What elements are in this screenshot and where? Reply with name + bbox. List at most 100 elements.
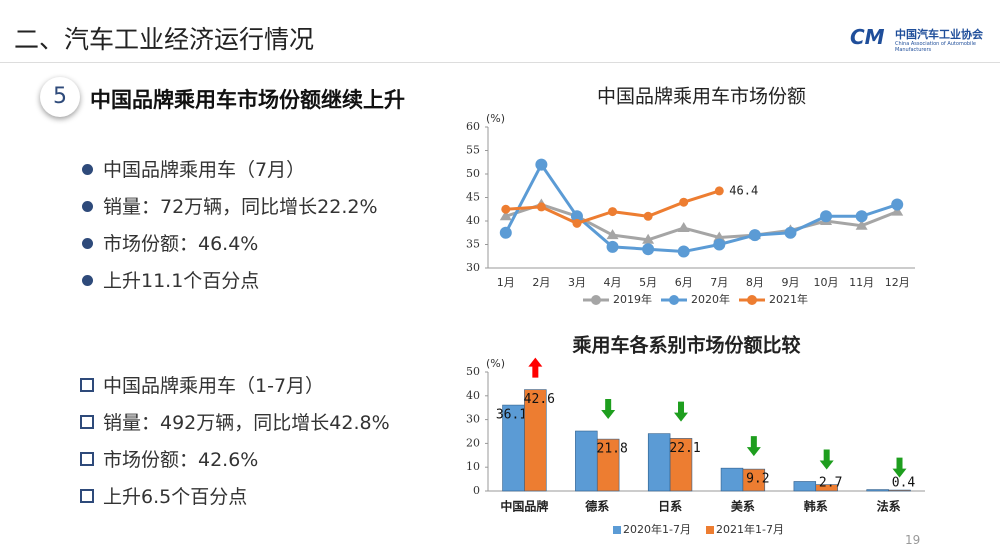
marker xyxy=(606,229,619,240)
marker xyxy=(608,207,618,217)
trend-arrow xyxy=(674,401,689,422)
marker xyxy=(820,210,833,223)
bar xyxy=(669,438,693,492)
legend-label: 2021年1-7月 xyxy=(716,522,784,536)
value-label: 2.7 xyxy=(819,476,842,491)
y-unit: (%) xyxy=(486,357,505,370)
x-tick-label: 中国品牌 xyxy=(500,499,548,514)
x-tick-label: 日系 xyxy=(658,499,682,514)
marker xyxy=(855,219,868,230)
y-unit: (%) xyxy=(486,112,505,125)
trend-arrow xyxy=(819,449,834,470)
legend-marker xyxy=(591,295,601,305)
y-tick-label: 60 xyxy=(466,120,480,133)
x-tick-label: 韩系 xyxy=(804,499,828,514)
trend-arrow xyxy=(601,399,616,420)
marker xyxy=(677,222,690,233)
section-title: 中国品牌乘用车市场份额继续上升 xyxy=(90,88,405,112)
bar xyxy=(888,489,911,492)
x-tick-label: 9月 xyxy=(781,276,799,289)
marker xyxy=(891,198,904,211)
x-tick-label: 12月 xyxy=(885,276,910,289)
value-label: 36.1 xyxy=(496,408,527,423)
marker xyxy=(536,202,546,212)
trend-arrow xyxy=(892,457,907,478)
org: 中国汽车工业协会 xyxy=(895,28,983,41)
marker xyxy=(642,243,655,256)
y-tick-label: 0 xyxy=(473,484,480,497)
bullet-square xyxy=(80,489,94,503)
page-number: 19 xyxy=(905,533,921,547)
x-tick-label: 2月 xyxy=(532,276,550,289)
x-tick-label: 8月 xyxy=(746,276,764,289)
trend-arrow xyxy=(528,357,543,378)
marker xyxy=(606,240,619,253)
marker xyxy=(642,233,655,244)
x-tick-label: 法系 xyxy=(877,499,901,514)
x-tick-label: 3月 xyxy=(568,276,586,289)
chart-title: 乘用车各系别市场份额比较 xyxy=(571,334,800,357)
bullet-text: 中国品牌乘用车（7月） xyxy=(103,159,306,181)
y-tick-label: 55 xyxy=(466,144,480,157)
value-label: 22.1 xyxy=(669,441,700,456)
marker xyxy=(855,210,868,223)
marker xyxy=(677,245,690,258)
bullet-text: 市场份额：46.4% xyxy=(103,233,259,255)
marker xyxy=(572,218,582,228)
logo-mark: CM xyxy=(850,25,885,49)
bullet-text: 上升6.5个百分点 xyxy=(103,486,248,508)
line xyxy=(504,161,898,254)
marker xyxy=(891,205,904,216)
x-tick-label: 7月 xyxy=(710,276,728,289)
x-tick-label: 10月 xyxy=(814,276,839,289)
bar xyxy=(742,468,766,492)
header-rule xyxy=(0,62,1000,63)
bullet-dot xyxy=(82,275,93,286)
marker xyxy=(679,197,689,207)
x-tick-label: 4月 xyxy=(604,276,622,289)
bullet-text: 上升11.1个百分点 xyxy=(103,270,260,292)
marker xyxy=(570,210,583,223)
value-label: 9.2 xyxy=(746,472,769,487)
header-title: 二、汽车工业经济运行情况 xyxy=(14,25,315,54)
legend-label: 2021年 xyxy=(769,292,808,306)
value-label: 46.4 xyxy=(729,183,758,197)
legend-swatch xyxy=(706,526,714,534)
marker xyxy=(535,158,548,171)
org-en: China Association of Automobile Manufact… xyxy=(895,41,976,53)
bullet-text: 中国品牌乘用车（1-7月） xyxy=(103,375,325,397)
bullet-dot xyxy=(82,238,93,249)
bar xyxy=(647,433,671,492)
marker xyxy=(501,204,511,214)
trend-arrow xyxy=(746,436,761,457)
y-tick-label: 50 xyxy=(466,167,480,180)
line xyxy=(505,202,898,242)
legend-label: 2020年 xyxy=(691,292,730,306)
bullet-text: 销量：72万辆，同比增长22.2% xyxy=(103,196,378,218)
marker xyxy=(643,211,653,221)
y-tick-label: 10 xyxy=(466,460,480,473)
bullet-square xyxy=(80,452,94,466)
bar xyxy=(720,467,744,492)
bar xyxy=(866,489,889,492)
marker xyxy=(713,238,726,251)
x-tick-label: 11月 xyxy=(849,276,874,289)
y-tick-label: 30 xyxy=(466,413,480,426)
bullet-text: 市场份额：42.6% xyxy=(103,449,259,471)
x-tick-label: 美系 xyxy=(731,499,755,514)
value-label: 21.8 xyxy=(597,442,628,457)
badge: 5 xyxy=(40,77,80,117)
value-label: 0.4 xyxy=(892,476,916,491)
y-tick-label: 40 xyxy=(466,214,480,227)
bar xyxy=(575,430,598,492)
bullet-dot xyxy=(82,164,93,175)
legend-label: 2019年 xyxy=(613,292,652,306)
chart-title: 中国品牌乘用车市场份额 xyxy=(597,86,806,108)
bar xyxy=(815,484,838,492)
x-tick-label: 6月 xyxy=(675,276,693,289)
bullet-dot xyxy=(82,201,93,212)
y-tick-label: 40 xyxy=(466,389,480,402)
value-label: 42.6 xyxy=(524,392,555,407)
legend-marker xyxy=(669,295,679,305)
